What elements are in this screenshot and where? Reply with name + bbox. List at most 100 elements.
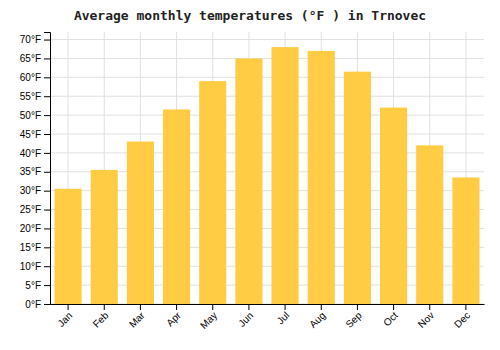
x-tick-label: Aug: [307, 310, 327, 330]
x-tick-label: Oct: [381, 310, 400, 329]
y-tick-mark: [44, 304, 50, 305]
y-tick: 60°F: [20, 72, 50, 83]
y-tick-mark: [44, 40, 50, 41]
bar: [199, 81, 226, 304]
x-tick: Jun: [236, 304, 255, 329]
y-tick: 10°F: [20, 261, 50, 272]
x-tick-label: Apr: [164, 309, 183, 328]
bar: [55, 189, 82, 304]
x-tick: Jul: [275, 304, 292, 326]
y-tick-label: 65°F: [20, 53, 41, 64]
bar: [163, 109, 190, 304]
chart-container: Average monthly temperatures (°F ) in Tr…: [0, 0, 500, 350]
x-tick: Feb: [91, 304, 111, 330]
x-tick: Mar: [127, 304, 147, 330]
x-tick: Dec: [452, 304, 472, 330]
bar: [127, 142, 154, 304]
bar: [272, 47, 299, 304]
y-tick-label: 55°F: [20, 91, 41, 102]
y-axis-line: [44, 33, 51, 305]
y-tick-mark: [44, 228, 50, 229]
x-axis-line: [51, 304, 485, 305]
x-tick-label: Jun: [236, 310, 255, 329]
x-tick-label: Nov: [416, 310, 436, 330]
y-tick: 45°F: [20, 129, 50, 140]
y-tick-mark: [44, 115, 50, 116]
y-tick: 15°F: [20, 242, 50, 253]
y-tick: 5°F: [25, 280, 50, 291]
x-tick: Aug: [307, 304, 327, 330]
y-tick: 50°F: [20, 110, 50, 121]
x-tick: Nov: [416, 304, 436, 330]
x-tick-label: Mar: [127, 309, 147, 329]
x-tick-label: Sep: [343, 309, 364, 330]
y-tick-mark: [44, 153, 50, 154]
x-tick: Apr: [164, 304, 183, 328]
y-tick-label: 40°F: [20, 148, 41, 159]
x-tick-mark: [104, 304, 105, 310]
x-tick-mark: [140, 304, 141, 310]
y-tick-label: 5°F: [25, 280, 41, 291]
y-tick-mark: [44, 172, 50, 173]
x-tick-label: Jan: [55, 310, 74, 329]
y-axis: 0°F5°F10°F15°F20°F25°F30°F35°F40°F45°F50…: [20, 33, 51, 310]
bar: [235, 58, 262, 304]
bar: [344, 72, 371, 304]
y-tick: 30°F: [20, 185, 50, 196]
y-tick-mark: [44, 191, 50, 192]
x-tick: Oct: [381, 304, 400, 328]
bar: [308, 51, 335, 304]
chart-title: Average monthly temperatures (°F ) in Tr…: [74, 8, 426, 23]
x-tick-mark: [68, 304, 69, 310]
grid-line-y: [50, 134, 484, 135]
x-tick-mark: [248, 304, 249, 310]
x-tick: Sep: [343, 304, 364, 330]
plot-area: Jan Feb Mar Apr May Jun Jul Aug Sep Oct Nov Dec 0°F 5…: [20, 32, 485, 331]
x-tick-mark: [465, 304, 466, 310]
x-tick-label: Jul: [275, 310, 292, 327]
x-tick-mark: [212, 304, 213, 310]
grid-line-y: [50, 58, 484, 59]
x-tick-mark: [429, 304, 430, 310]
x-tick-label: May: [198, 310, 219, 331]
y-tick-label: 10°F: [20, 261, 41, 272]
bar: [91, 170, 118, 304]
bars: [55, 47, 480, 304]
x-tick-mark: [176, 304, 177, 310]
bar: [452, 177, 479, 304]
y-tick-label: 45°F: [20, 129, 41, 140]
y-tick-label: 25°F: [20, 204, 41, 215]
y-tick-mark: [44, 77, 50, 78]
x-tick: May: [198, 304, 219, 331]
y-tick-label: 15°F: [20, 242, 41, 253]
y-tick-label: 50°F: [20, 110, 41, 121]
y-tick-label: 30°F: [20, 185, 41, 196]
x-tick-mark: [357, 304, 358, 310]
y-tick-mark: [44, 96, 50, 97]
grid-line-y: [50, 39, 484, 40]
bar: [416, 145, 443, 304]
y-tick: 55°F: [20, 91, 50, 102]
y-tick-label: 70°F: [20, 34, 41, 45]
x-axis: Jan Feb Mar Apr May Jun Jul Aug Sep Oct Nov Dec: [51, 304, 485, 331]
grid: [50, 32, 484, 304]
y-tick-mark: [44, 266, 50, 267]
y-tick: 40°F: [20, 148, 50, 159]
y-tick-label: 60°F: [20, 72, 41, 83]
y-tick: 25°F: [20, 204, 50, 215]
y-tick-label: 0°F: [25, 299, 41, 310]
grid-line-y: [50, 115, 484, 116]
y-tick: 70°F: [20, 34, 50, 45]
y-tick-mark: [44, 285, 50, 286]
chart-svg: Average monthly temperatures (°F ) in Tr…: [0, 0, 500, 350]
x-tick-mark: [393, 304, 394, 310]
grid-line-y: [50, 96, 484, 97]
y-tick-mark: [44, 210, 50, 211]
x-tick-label: Dec: [452, 310, 472, 330]
y-tick: 0°F: [25, 299, 50, 310]
x-tick-mark: [285, 304, 286, 310]
grid-line-y: [50, 77, 484, 78]
x-tick-label: Feb: [91, 309, 111, 329]
y-tick-mark: [44, 134, 50, 135]
y-tick-label: 20°F: [20, 223, 41, 234]
